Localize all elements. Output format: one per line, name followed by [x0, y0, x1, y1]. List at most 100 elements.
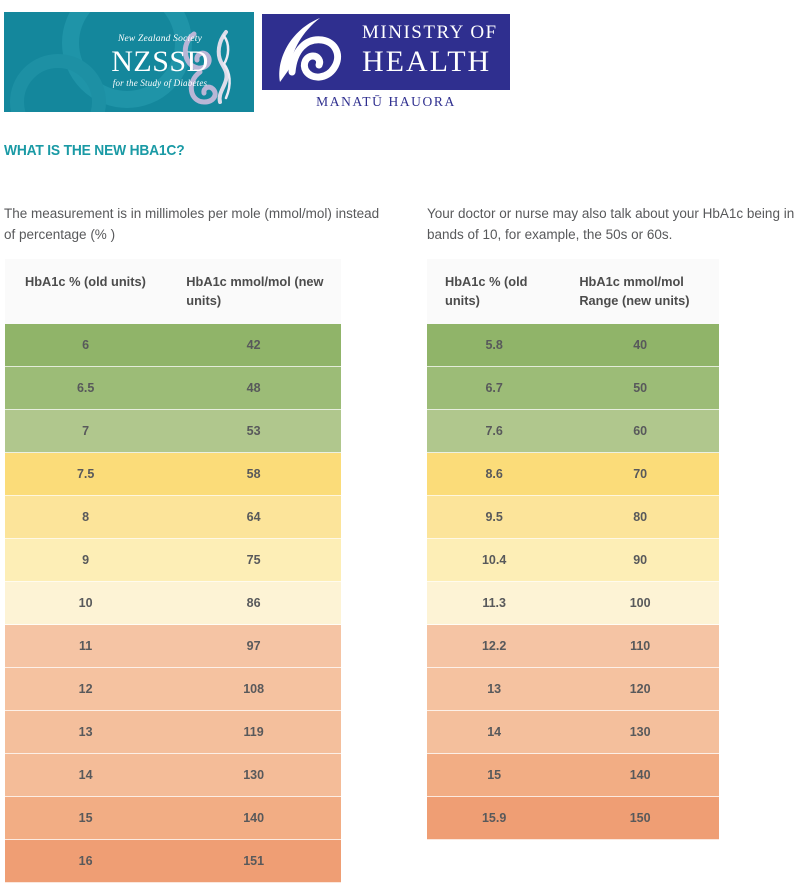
ministry-of-health-logo: MINISTRY OF HEALTH: [262, 14, 510, 90]
cell-new-units: 75: [166, 538, 341, 582]
cell-new-units: 97: [166, 624, 341, 668]
cell-old-units: 16: [5, 839, 167, 883]
table-row: 11.3 100: [427, 581, 719, 625]
cell-new-units: 90: [561, 538, 719, 582]
table-row: 6.5 48: [5, 366, 341, 410]
intro-paragraph-right: Your doctor or nurse may also talk about…: [427, 206, 795, 242]
cell-old-units: 6.7: [427, 366, 562, 410]
table-row: 6.7 50: [427, 366, 719, 410]
cell-old-units: 15: [427, 753, 562, 797]
moh-koru-icon: [279, 18, 341, 82]
cell-old-units: 13: [427, 667, 562, 711]
cell-old-units: 10.4: [427, 538, 562, 582]
cell-new-units: 64: [166, 495, 341, 539]
cell-new-units: 110: [561, 624, 719, 668]
table-row: 15 140: [427, 753, 719, 797]
cell-new-units: 150: [561, 796, 719, 840]
table-row: 16 151: [5, 839, 341, 883]
table-row: 9.5 80: [427, 495, 719, 539]
nzssd-acronym: NZSSD: [111, 45, 209, 78]
table-row: 7 53: [5, 409, 341, 453]
cell-new-units: 151: [166, 839, 341, 883]
cell-new-units: 50: [561, 366, 719, 410]
table-row: 5.8 40: [427, 324, 719, 367]
cell-old-units: 7: [5, 409, 167, 453]
cell-new-units: 119: [166, 710, 341, 754]
column-header-new-units-range: HbA1c mmol/mol Range (new units): [561, 259, 719, 324]
column-header-new-units: HbA1c mmol/mol (new units): [166, 259, 341, 324]
cell-old-units: 15.9: [427, 796, 562, 840]
nzssd-bottom-line: for the Study of Diabetes: [112, 78, 208, 88]
table-row: 14 130: [427, 710, 719, 754]
cell-new-units: 53: [166, 409, 341, 453]
table-row: 15 140: [5, 796, 341, 840]
table-row: 7.6 60: [427, 409, 719, 453]
logo-band: New Zealand Society NZSSD for the Study …: [0, 0, 800, 118]
cell-old-units: 6: [5, 324, 167, 367]
cell-old-units: 13: [5, 710, 167, 754]
table-body-left: 6 42 6.5 48 7 53 7.5 58 8 64 9 75 10 86 11 97 12 108 13 119…: [5, 324, 341, 883]
table-row: 8.6 70: [427, 452, 719, 496]
table-row: 10 86: [5, 581, 341, 625]
cell-old-units: 6.5: [5, 366, 167, 410]
conversion-table-right: HbA1c % (old units) HbA1c mmol/mol Range…: [427, 259, 719, 840]
table-row: 12 108: [5, 667, 341, 711]
cell-old-units: 9.5: [427, 495, 562, 539]
cell-new-units: 80: [561, 495, 719, 539]
cell-new-units: 130: [166, 753, 341, 797]
conversion-table-left: HbA1c % (old units) HbA1c mmol/mol (new …: [5, 259, 341, 883]
cell-old-units: 12: [5, 667, 167, 711]
cell-new-units: 100: [561, 581, 719, 625]
cell-old-units: 7.5: [5, 452, 167, 496]
table-row: 14 130: [5, 753, 341, 797]
moh-wordmark: MINISTRY OF HEALTH: [362, 21, 498, 79]
cell-old-units: 10: [5, 581, 167, 625]
table-body-right: 5.8 40 6.7 50 7.6 60 8.6 70 9.5 80 10.4 90 11.3 100 12…: [427, 324, 719, 840]
cell-old-units: 11.3: [427, 581, 562, 625]
cell-old-units: 12.2: [427, 624, 562, 668]
cell-old-units: 14: [5, 753, 167, 797]
cell-new-units: 60: [561, 409, 719, 453]
intro-paragraph-left: The measurement is in millimoles per mol…: [4, 206, 380, 242]
moh-line-2: HEALTH: [362, 45, 492, 78]
table-row: 6 42: [5, 324, 341, 367]
table-row: 11 97: [5, 624, 341, 668]
table-header-left: HbA1c % (old units) HbA1c mmol/mol (new …: [5, 259, 341, 324]
table-header-right: HbA1c % (old units) HbA1c mmol/mol Range…: [427, 259, 719, 324]
table-row: 8 64: [5, 495, 341, 539]
table-row: 12.2 110: [427, 624, 719, 668]
cell-old-units: 5.8: [427, 324, 562, 367]
cell-new-units: 108: [166, 667, 341, 711]
nzssd-top-line: New Zealand Society: [117, 34, 202, 44]
cell-new-units: 140: [561, 753, 719, 797]
cell-new-units: 58: [166, 452, 341, 496]
table-row: 7.5 58: [5, 452, 341, 496]
nzssd-logo: New Zealand Society NZSSD for the Study …: [4, 12, 254, 112]
cell-new-units: 42: [166, 324, 341, 367]
new-zealand-map-koru-icon: [182, 30, 231, 105]
cell-new-units: 120: [561, 667, 719, 711]
moh-line-1: MINISTRY OF: [362, 22, 498, 43]
cell-old-units: 8.6: [427, 452, 562, 496]
cell-old-units: 14: [427, 710, 562, 754]
cell-old-units: 7.6: [427, 409, 562, 453]
table-row: 13 119: [5, 710, 341, 754]
table-row: 10.4 90: [427, 538, 719, 582]
cell-new-units: 70: [561, 452, 719, 496]
cell-new-units: 48: [166, 366, 341, 410]
table-header-row: HbA1c % (old units) HbA1c mmol/mol Range…: [427, 259, 719, 324]
cell-old-units: 15: [5, 796, 167, 840]
page-title: WHAT IS THE NEW HBA1C?: [4, 142, 185, 159]
moh-subtitle: MANATŪ HAUORA: [316, 94, 456, 109]
cell-new-units: 140: [166, 796, 341, 840]
cell-new-units: 130: [561, 710, 719, 754]
nzssd-wordmark: New Zealand Society NZSSD for the Study …: [100, 34, 220, 89]
cell-new-units: 86: [166, 581, 341, 625]
cell-new-units: 40: [561, 324, 719, 367]
cell-old-units: 9: [5, 538, 167, 582]
cell-old-units: 8: [5, 495, 167, 539]
table-header-row: HbA1c % (old units) HbA1c mmol/mol (new …: [5, 259, 341, 324]
column-header-old-units: HbA1c % (old units): [427, 259, 562, 324]
table-row: 15.9 150: [427, 796, 719, 840]
cell-old-units: 11: [5, 624, 167, 668]
